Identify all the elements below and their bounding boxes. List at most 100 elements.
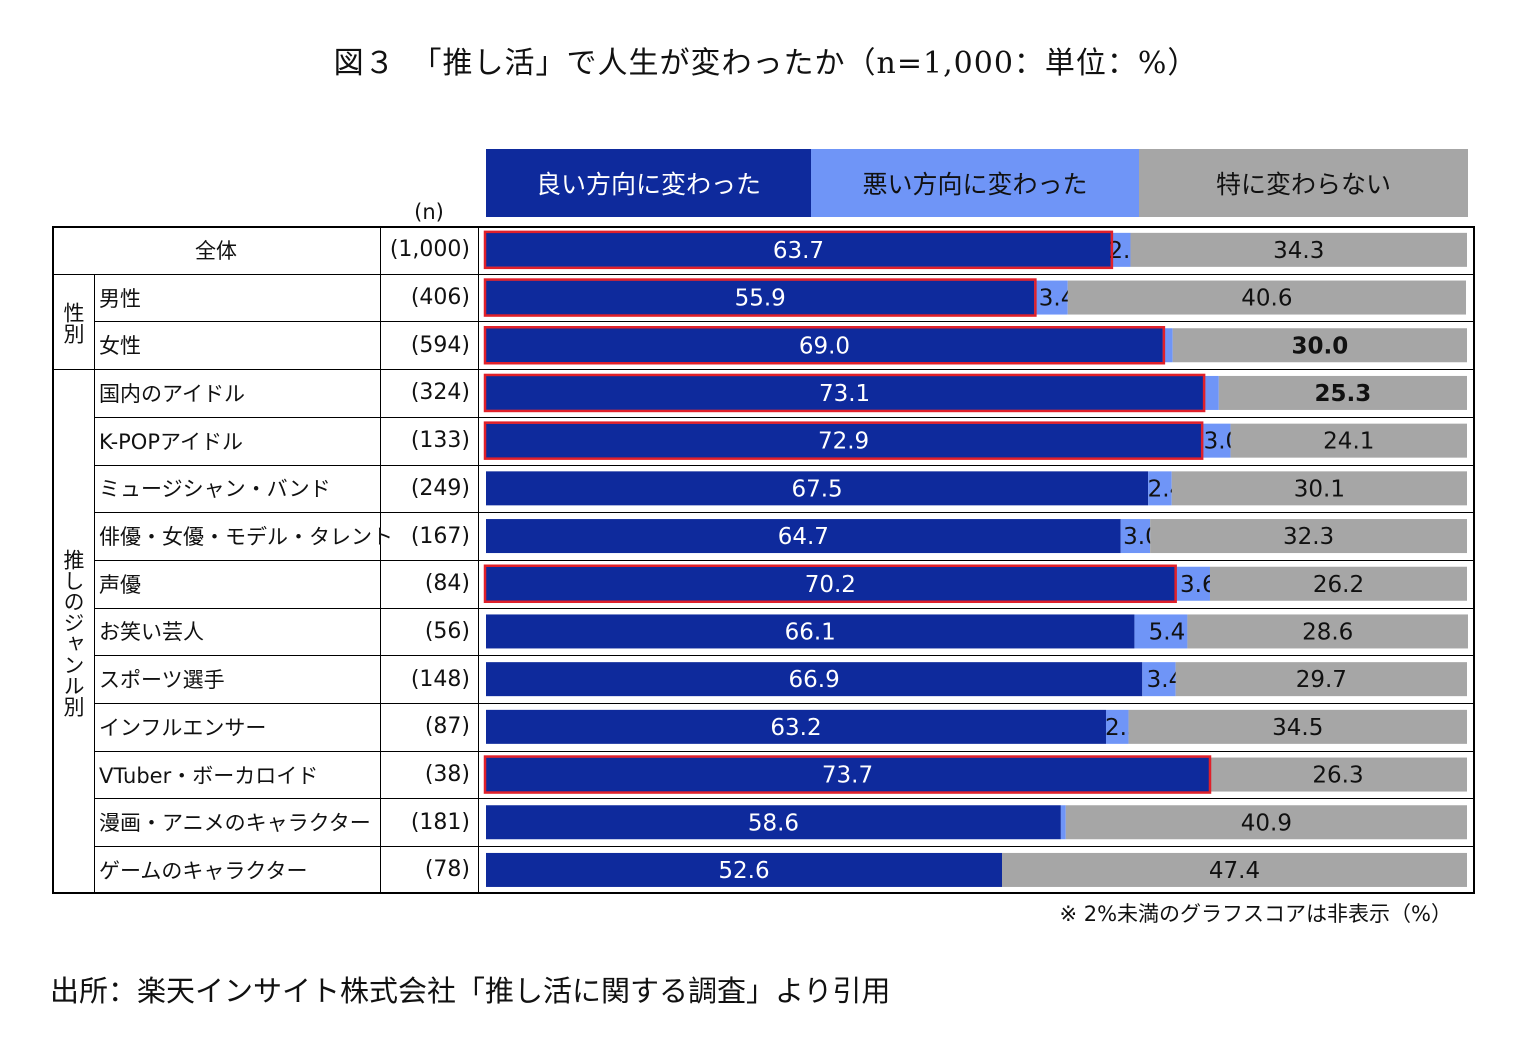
bar-value-label: 25.3 xyxy=(1315,381,1372,407)
row-n: (38) xyxy=(424,762,470,788)
bar-good xyxy=(486,423,1202,458)
bar-value-label: 34.5 xyxy=(1272,715,1323,741)
bar-value-label: 73.7 xyxy=(822,763,873,789)
highlight-box xyxy=(483,230,1114,270)
bar-nochange xyxy=(1067,280,1467,315)
row-n: (133) xyxy=(410,428,470,454)
table-row-divider xyxy=(52,273,1475,275)
n-column-header: (n) xyxy=(414,200,444,224)
legend-good: 良い方向に変わった xyxy=(486,149,811,217)
row-label: 全体 xyxy=(195,238,237,263)
row-n: (594) xyxy=(410,332,470,358)
legend-bad: 悪い方向に変わった xyxy=(811,149,1139,217)
row-n: (167) xyxy=(410,523,470,549)
bar-good xyxy=(486,662,1143,697)
bar-value-label: 40.9 xyxy=(1241,810,1292,836)
row-n: (249) xyxy=(410,475,470,501)
bar-value-label: 30.1 xyxy=(1294,476,1345,502)
bar-nochange xyxy=(1208,757,1467,792)
bar-bad xyxy=(1120,519,1151,554)
row-label: 女性 xyxy=(99,334,141,359)
bar-bad xyxy=(1162,328,1173,363)
bar-good xyxy=(486,614,1135,649)
table-row-divider xyxy=(94,464,1475,466)
legend-bad-label: 悪い方向に変わった xyxy=(862,170,1088,199)
row-n: (148) xyxy=(410,666,470,692)
row-label: 俳優・女優・モデル・タレント xyxy=(99,525,393,550)
bar-value-label: 72.9 xyxy=(818,429,869,455)
bar-good xyxy=(486,709,1106,744)
row-label: 男性 xyxy=(99,286,141,311)
bar-good xyxy=(486,232,1111,267)
source-citation: 出所：楽天インサイト株式会社「推し活に関する調査」より引用 xyxy=(50,974,891,1008)
bar-nochange xyxy=(1172,328,1467,363)
bar-bad xyxy=(1105,709,1129,744)
bar-bad xyxy=(1148,471,1172,506)
group-label-genre: 推しのジャンル別 xyxy=(61,549,85,717)
table-row-divider xyxy=(52,369,1475,371)
bar-bad xyxy=(1203,375,1219,410)
bar-good xyxy=(486,328,1163,363)
table-row-divider xyxy=(94,512,1475,514)
bar-good xyxy=(486,566,1175,601)
bar-nochange xyxy=(1128,709,1467,744)
bar-value-label: 63.7 xyxy=(773,238,824,264)
bar-value-label: 66.9 xyxy=(789,667,840,693)
bar-value-label: 63.2 xyxy=(770,715,821,741)
row-label: お笑い芸人 xyxy=(99,620,204,645)
table-row-divider xyxy=(94,750,1475,752)
bar-value-label: 26.2 xyxy=(1313,572,1364,598)
bar-value-label: 40.6 xyxy=(1241,286,1292,312)
bar-value-label: 66.1 xyxy=(785,619,836,645)
highlight-box xyxy=(483,564,1177,603)
bar-nochange xyxy=(1209,566,1467,601)
bar-good xyxy=(486,519,1121,554)
bar-value-label: 34.3 xyxy=(1273,238,1324,264)
bar-value-label: 69.0 xyxy=(799,333,850,359)
bar-value-label: 70.2 xyxy=(805,572,856,598)
bar-value-label: 47.4 xyxy=(1209,858,1260,884)
bar-nochange xyxy=(1002,852,1467,887)
bar-nochange xyxy=(1230,423,1467,458)
legend-nochange: 特に変わらない xyxy=(1139,149,1468,217)
chart-title: 図３ 「推し活」で人生が変わったか（n=1,000：単位：%） xyxy=(333,46,1199,81)
bar-value-label: 67.5 xyxy=(791,476,842,502)
table-row-divider xyxy=(94,559,1475,561)
highlight-box xyxy=(483,421,1204,460)
bar-nochange xyxy=(1187,614,1468,649)
bar-value-label: 58.6 xyxy=(748,810,799,836)
bar-nochange xyxy=(1175,662,1467,697)
table-row-divider xyxy=(94,703,1475,704)
row-n: (56) xyxy=(424,618,470,644)
bar-good xyxy=(486,757,1209,792)
table-row-divider xyxy=(94,416,1475,418)
highlight-box xyxy=(483,278,1037,317)
highlight-box xyxy=(483,755,1212,794)
row-n: (78) xyxy=(424,857,470,883)
row-n: (84) xyxy=(424,571,470,597)
bar-nochange xyxy=(1171,471,1467,506)
group-label-gender: 性別 xyxy=(61,302,85,344)
table-column-divider xyxy=(94,273,95,894)
highlight-box xyxy=(483,326,1166,365)
bar-value-label: 64.7 xyxy=(778,524,829,550)
table-row-divider xyxy=(94,607,1475,609)
bar-nochange xyxy=(1130,232,1467,267)
bar-value-label: 29.7 xyxy=(1296,667,1347,693)
bar-bad xyxy=(1110,232,1131,267)
bar-value-label: 24.1 xyxy=(1323,429,1374,455)
row-label: K-POPアイドル xyxy=(99,429,243,454)
footnote: ※ 2%未満のグラフスコアは非表示（%） xyxy=(1059,902,1452,926)
row-n: (1,000) xyxy=(389,237,470,263)
row-n: (324) xyxy=(410,380,470,406)
table-row-divider xyxy=(94,798,1475,800)
row-label: 声優 xyxy=(99,572,141,597)
bar-good xyxy=(486,375,1204,410)
row-label: スポーツ選手 xyxy=(99,668,225,693)
bar-nochange xyxy=(1218,375,1467,410)
table-row-divider xyxy=(94,846,1475,848)
bar-value-label: 32.3 xyxy=(1283,524,1334,550)
bar-bad xyxy=(1060,805,1066,840)
bar-value-label: 52.6 xyxy=(718,858,769,884)
